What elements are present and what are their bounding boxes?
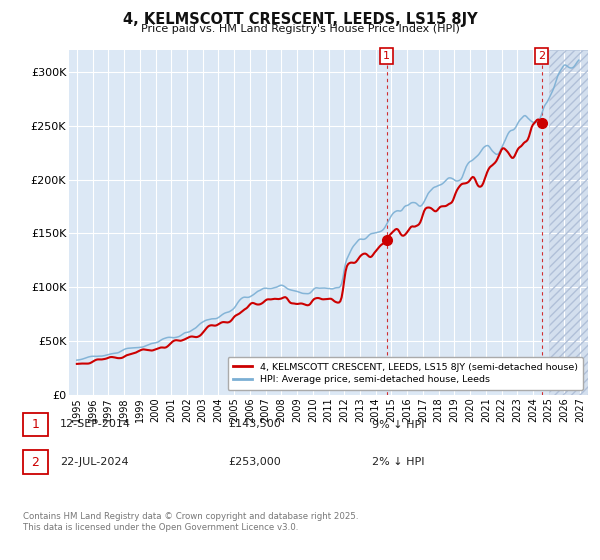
Text: 2% ↓ HPI: 2% ↓ HPI	[372, 457, 425, 467]
Bar	[548, 50, 588, 395]
Bar	[548, 50, 588, 395]
Text: 9% ↓ HPI: 9% ↓ HPI	[372, 419, 425, 430]
Text: 4, KELMSCOTT CRESCENT, LEEDS, LS15 8JY: 4, KELMSCOTT CRESCENT, LEEDS, LS15 8JY	[122, 12, 478, 27]
Text: Price paid vs. HM Land Registry's House Price Index (HPI): Price paid vs. HM Land Registry's House …	[140, 24, 460, 34]
Text: 2: 2	[538, 51, 545, 61]
Text: £253,000: £253,000	[228, 457, 281, 467]
Text: 1: 1	[383, 51, 390, 61]
Text: 1: 1	[31, 418, 40, 431]
Legend: 4, KELMSCOTT CRESCENT, LEEDS, LS15 8JY (semi-detached house), HPI: Average price: 4, KELMSCOTT CRESCENT, LEEDS, LS15 8JY (…	[227, 357, 583, 390]
Text: 12-SEP-2014: 12-SEP-2014	[60, 419, 131, 430]
Text: £143,500: £143,500	[228, 419, 281, 430]
Text: 2: 2	[31, 455, 40, 469]
Text: 22-JUL-2024: 22-JUL-2024	[60, 457, 128, 467]
Text: Contains HM Land Registry data © Crown copyright and database right 2025.
This d: Contains HM Land Registry data © Crown c…	[23, 512, 358, 532]
